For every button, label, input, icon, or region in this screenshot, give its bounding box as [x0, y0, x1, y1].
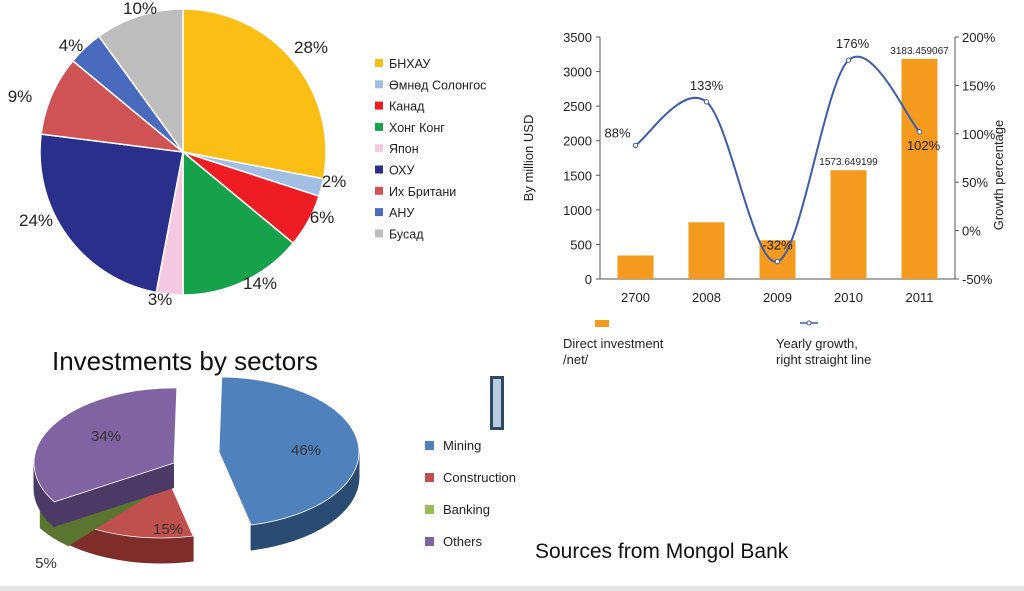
pie-slice-1 [182, 8, 327, 180]
y2-tick-label-5: 150% [962, 78, 996, 93]
y2-tick-label-4: 100% [962, 127, 996, 142]
y2-tick-label-2: 0% [962, 224, 981, 239]
sector-label-4: 34% [91, 428, 121, 445]
growth-point-3 [774, 258, 781, 265]
growth-label-1: 88% [604, 125, 630, 140]
legend-swatch-9 [375, 229, 383, 238]
growth-label-5: 102% [907, 138, 941, 153]
pie-slice-4 [182, 150, 295, 296]
y-tick-label-2: 500 [570, 237, 592, 252]
sector-legend-label-2: Construction [443, 470, 516, 485]
legend-swatch-4 [375, 122, 383, 131]
legend-line-marker [806, 320, 812, 326]
sector-legend-label-4: Others [443, 534, 483, 549]
y2-tick-label-6: 200% [962, 30, 996, 45]
investment-growth-chart: 0 500 1000 1500 2000 2500 3000 3500 -50% 0% 50% 100… [521, 30, 1006, 367]
y2-axis-label: Growth percentage [991, 120, 1006, 231]
legend-label-8: АНУ [389, 206, 414, 220]
legend-swatch-2 [375, 80, 383, 89]
country-legend: БНХАУ Өмнөд Солонгос Канад Хонг Конг Япон ОХУ… [375, 57, 486, 241]
legend-label-6: ОХУ [389, 164, 414, 178]
legend-bar-label: Direct investment/net/ [563, 336, 664, 367]
sector-label-1: 46% [291, 442, 321, 459]
y-tick-label-1: 0 [585, 272, 592, 287]
sector-legend-swatch-3 [425, 505, 434, 514]
legend-label-7: Их Британи [389, 185, 456, 199]
bottom-divider [0, 586, 1024, 591]
pie-label-6: 24% [19, 211, 53, 230]
pie-label-2: 2% [322, 172, 347, 191]
legend-bar-swatch [595, 320, 609, 327]
y-tick-label-4: 1500 [563, 168, 592, 183]
sector-legend-swatch-1 [425, 441, 434, 450]
legend-label-3: Канад [389, 100, 425, 114]
sector-legend-swatch-2 [425, 473, 434, 482]
y2-tick-label-3: 50% [962, 175, 988, 190]
pie-label-5: 3% [148, 290, 173, 309]
pie-label-8: 4% [59, 36, 84, 55]
growth-point-4 [845, 57, 852, 63]
legend-swatch-3 [375, 101, 383, 110]
legend-swatch-1 [375, 59, 383, 67]
sector-legend: Mining Construction Banking Others [425, 438, 516, 549]
sector-label-2: 15% [153, 521, 183, 538]
bar-5 [901, 58, 938, 280]
y-tick-label-3: 1000 [563, 203, 592, 218]
bar-label-4: 1573.649199 [819, 157, 878, 168]
sector-pie-chart: 46% 15% 5% 34% [33, 376, 360, 572]
pie-label-1: 28% [294, 38, 328, 57]
legend-swatch-7 [375, 186, 383, 195]
sector-label-3: 5% [35, 555, 57, 572]
bar-4 [830, 170, 867, 279]
sector-legend-swatch-4 [425, 537, 434, 546]
y-tick-label-8: 3500 [563, 30, 592, 45]
pie-slice-6 [39, 133, 184, 294]
growth-point-1 [632, 142, 639, 149]
y-tick-label-5: 2000 [563, 134, 592, 149]
legend-swatch-8 [375, 208, 383, 217]
x-tick-label-3: 2009 [763, 290, 792, 305]
y2-tick-label-1: -50% [962, 272, 993, 287]
decorative-marker [490, 376, 504, 430]
pie-slice-7 [40, 59, 186, 154]
legend-line-label: Yearly growth, right straight line [776, 336, 871, 367]
bar-label-5: 3183.459067 [890, 46, 949, 57]
pie-slice-9 [97, 8, 184, 155]
growth-point-2 [703, 99, 710, 105]
y-axis-label: By million USD [521, 115, 536, 202]
growth-label-3: -32% [762, 238, 793, 253]
pie-label-7: 9% [8, 87, 33, 106]
y-tick-label-7: 3000 [563, 65, 592, 80]
growth-label-4: 176% [836, 36, 870, 51]
legend-label-9: Бусад [389, 227, 424, 241]
x-tick-label-1: 2700 [621, 290, 650, 305]
source-note: Sources from Mongol Bank [535, 540, 789, 563]
legend-label-5: Япон [389, 142, 419, 156]
y-tick-label-6: 2500 [563, 99, 592, 114]
sectors-chart-title: Investments by sectors [52, 346, 318, 376]
legend-label-2: Өмнөд Солонгос [389, 78, 486, 92]
growth-point-5 [916, 129, 923, 135]
legend-swatch-6 [375, 165, 383, 174]
legend-label-1: БНХАУ [389, 57, 430, 71]
pie-label-3: 6% [310, 208, 335, 227]
x-tick-label-5: 2011 [906, 290, 934, 305]
country-pie-chart: 28% 2% 6% 14% 3% 24% 9% 4% 10% [8, 0, 347, 309]
x-tick-label-2: 2008 [692, 290, 721, 305]
sector-slice-4 [33, 387, 178, 503]
bar-2 [688, 222, 725, 279]
legend-swatch-5 [375, 144, 383, 153]
sector-legend-label-1: Mining [443, 438, 481, 453]
sector-slice-edge-4 [54, 463, 174, 527]
legend-label-4: Хонг Конг [389, 121, 445, 135]
pie-label-4: 14% [243, 274, 277, 293]
bar-1 [617, 255, 654, 279]
sector-slice-1 [218, 376, 360, 526]
sector-legend-label-3: Banking [443, 502, 490, 517]
pie-label-9: 10% [123, 0, 157, 18]
x-tick-label-4: 2010 [834, 290, 863, 305]
growth-label-2: 133% [690, 78, 724, 93]
